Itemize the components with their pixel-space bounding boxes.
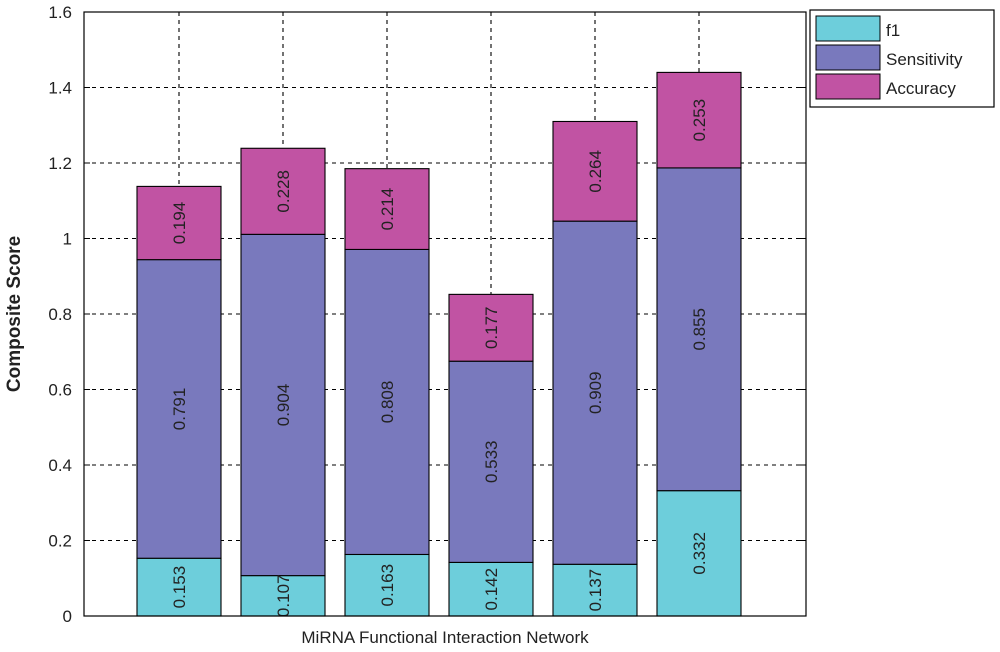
segment-value-label: 0.855 — [690, 308, 709, 351]
segment-value-label: 0.909 — [586, 371, 605, 414]
legend-label-accuracy: Accuracy — [886, 79, 956, 98]
legend-label-sensitivity: Sensitivity — [886, 50, 963, 69]
legend-swatch-sensitivity — [815, 44, 881, 71]
y-tick-label: 0.2 — [48, 532, 72, 551]
bars — [136, 71, 742, 617]
y-tick-label: 0 — [63, 607, 72, 626]
y-tick-label: 1 — [63, 230, 72, 249]
segment-value-label: 0.142 — [482, 568, 501, 611]
segment-value-label: 0.253 — [690, 99, 709, 142]
y-tick-label: 0.8 — [48, 305, 72, 324]
bar-segment-f1 — [552, 563, 638, 617]
segment-value-label: 0.137 — [586, 569, 605, 612]
bar-segment-sensitivity — [656, 167, 742, 492]
y-tick-label: 0.4 — [48, 456, 72, 475]
segment-value-label: 0.791 — [170, 388, 189, 431]
bar-segment-accuracy — [448, 293, 534, 362]
legend-swatch-f1 — [815, 15, 881, 42]
bar-segment-f1 — [448, 561, 534, 617]
bar-segment-sensitivity — [344, 248, 430, 556]
bar-segment-accuracy — [656, 71, 742, 169]
segment-value-label: 0.194 — [170, 202, 189, 245]
legend: f1 Sensitivity Accuracy — [809, 9, 995, 108]
bar-segment-sensitivity — [136, 259, 222, 559]
bar-segment-f1 — [240, 575, 326, 617]
legend-label-f1: f1 — [886, 21, 900, 40]
segment-value-label: 0.332 — [690, 532, 709, 575]
bar-segment-sensitivity — [240, 233, 326, 577]
y-axis-ticks: 0 0.2 0.4 0.6 0.8 1 1.2 1.4 1.6 — [48, 3, 806, 626]
segment-value-label: 0.264 — [586, 150, 605, 193]
segment-value-label: 0.533 — [482, 441, 501, 484]
bar-segment-sensitivity — [552, 220, 638, 565]
segment-value-label: 0.163 — [378, 564, 397, 607]
legend-swatch-accuracy — [815, 73, 881, 100]
bar-segment-accuracy — [240, 147, 326, 235]
segment-value-label: 0.153 — [170, 566, 189, 609]
bar-segment-sensitivity — [448, 360, 534, 563]
segment-value-label: 0.808 — [378, 381, 397, 424]
segment-value-label: 0.214 — [378, 188, 397, 231]
y-tick-label: 0.6 — [48, 381, 72, 400]
bar-segment-accuracy — [552, 120, 638, 222]
segment-value-label: 0.228 — [274, 170, 293, 213]
bar-segment-accuracy — [344, 168, 430, 250]
x-axis-label: MiRNA Functional Interaction Network — [301, 628, 589, 647]
plot-frame — [83, 11, 807, 617]
segment-labels: 0.153 0.791 0.194 0.107 0.904 0.228 0.163 0.808… — [170, 99, 709, 617]
y-tick-label: 1.4 — [48, 79, 72, 98]
y-axis-label: Composite Score — [4, 236, 25, 392]
y-tick-label: 1.6 — [48, 3, 72, 22]
y-tick-label: 1.2 — [48, 154, 72, 173]
bar-segment-accuracy — [136, 185, 222, 261]
bar-segment-f1 — [656, 490, 742, 617]
segment-value-label: 0.177 — [482, 307, 501, 350]
segment-value-label: 0.904 — [274, 384, 293, 427]
segment-value-label: 0.107 — [274, 575, 293, 618]
bar-segment-f1 — [344, 553, 430, 617]
